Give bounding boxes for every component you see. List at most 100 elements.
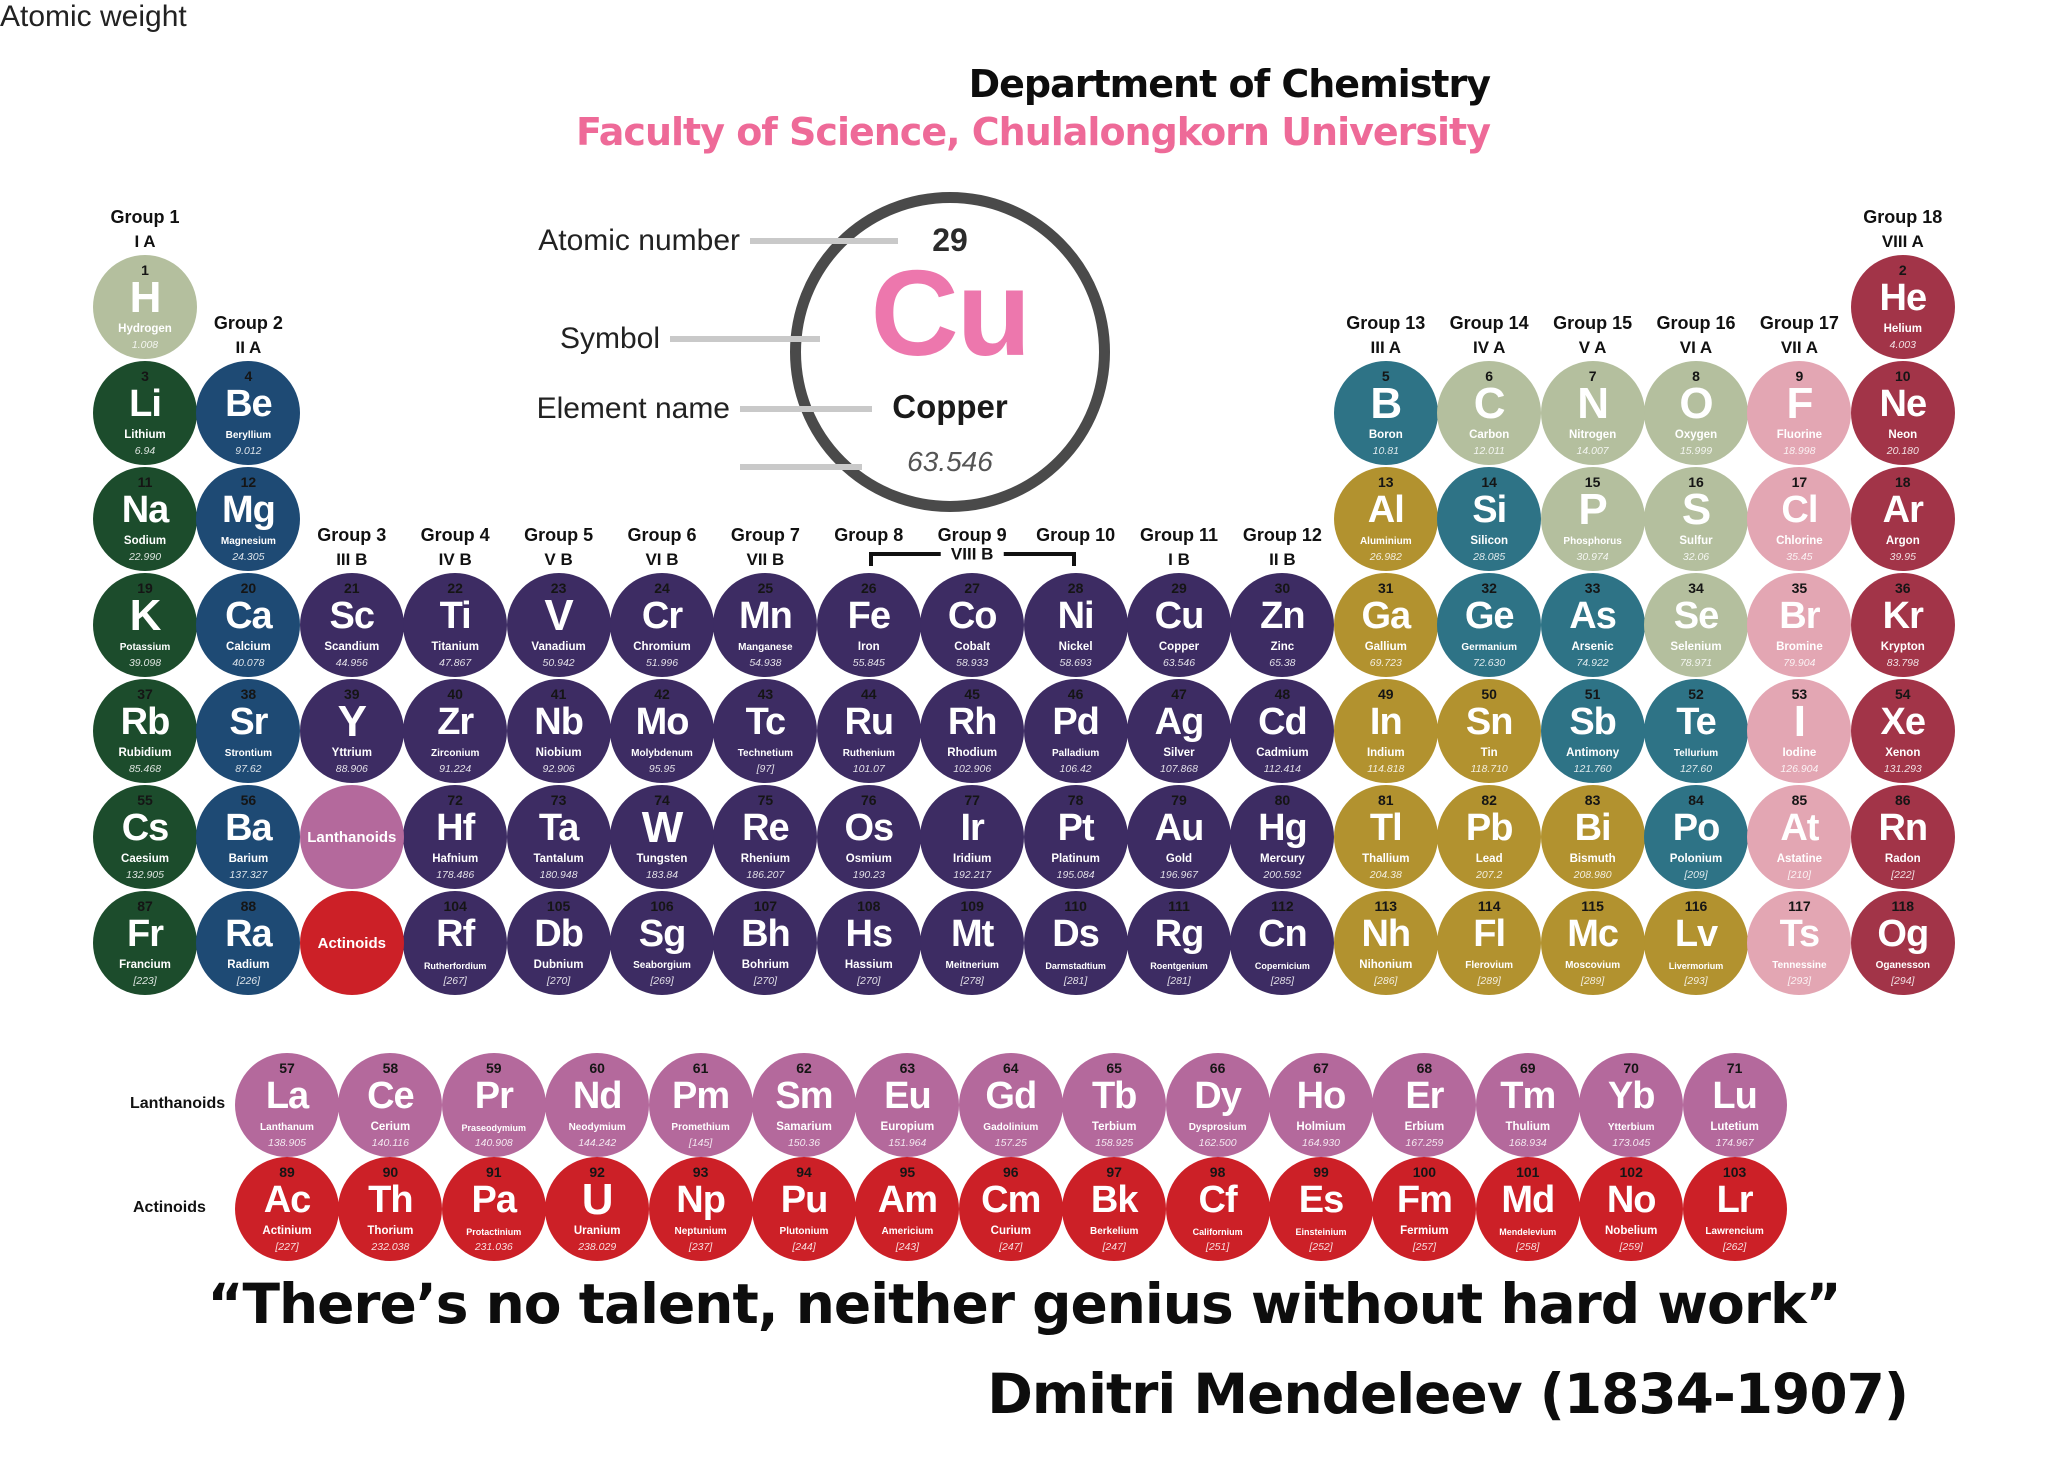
atomic-number: 22 [447, 580, 463, 596]
element-ra: 88 Ra Radium [226] [196, 891, 301, 995]
element-name: Xenon [1885, 747, 1921, 759]
element-symbol: As [1569, 595, 1617, 637]
element-mc: 115 Mc Moscovium [289] [1540, 891, 1645, 995]
element-symbol: Lr [1716, 1179, 1754, 1221]
atomic-number: 73 [550, 792, 567, 808]
atomic-number: 1 [141, 262, 149, 278]
element-name: Lithium [124, 429, 166, 441]
atomic-weight: [237] [688, 1241, 713, 1253]
element-pr: 59 Pr Praseodymium 140.908 [441, 1053, 546, 1157]
element-np: 93 Np Neptunium [237] [648, 1157, 753, 1261]
atomic-weight: 28.085 [1473, 551, 1506, 563]
element-name: Fluorine [1776, 429, 1823, 441]
atomic-number: 110 [1064, 898, 1087, 914]
legend-atomic-number-value: 29 [932, 222, 968, 258]
element-name: Promethium [671, 1122, 730, 1133]
legend-atomic-weight-value: 63.546 [907, 446, 993, 477]
atomic-number: 51 [1584, 686, 1601, 702]
element-pd: 46 Pd Palladium 106.42 [1023, 679, 1128, 783]
element-zr: 40 Zr Zirconium 91.224 [403, 679, 508, 783]
element-symbol: Rb [120, 701, 171, 743]
atomic-number: 100 [1412, 1164, 1437, 1180]
element-ho: 67 Ho Holmium 164.930 [1269, 1053, 1373, 1157]
element-name: Radon [1884, 853, 1921, 865]
element-pu: 94 Pu Plutonium [244] [752, 1157, 856, 1261]
element-name: Rhodium [947, 747, 998, 759]
element-symbol: Be [225, 383, 273, 425]
atomic-number: 6 [1485, 368, 1494, 384]
element-name: Krypton [1880, 641, 1925, 653]
element-name: Yttrium [331, 747, 372, 759]
element-name: Oganesson [1875, 960, 1931, 971]
element-name: Technetium [737, 748, 794, 759]
element-symbol: Ir [960, 807, 985, 849]
atomic-number: 12 [240, 474, 257, 490]
element-symbol: Fe [847, 595, 891, 637]
element-symbol: H [129, 273, 162, 322]
atomic-number: 46 [1067, 686, 1084, 702]
element-name: Ruthenium [842, 748, 895, 759]
element-symbol: Nd [572, 1075, 623, 1117]
atomic-weight: [251] [1205, 1241, 1230, 1253]
element-symbol: F [1786, 379, 1813, 428]
element-name: Gallium [1364, 641, 1407, 653]
atomic-number: 108 [857, 898, 881, 914]
atomic-number: 92 [589, 1164, 605, 1180]
element-symbol: Ts [1779, 913, 1821, 955]
element-symbol: Yb [1607, 1075, 1656, 1117]
element-al: 13 Al Aluminium 26.982 [1333, 467, 1438, 571]
group-header-2-sub: II A [235, 338, 262, 357]
element-symbol: Tb [1091, 1075, 1137, 1117]
atomic-weight: 1.008 [131, 339, 159, 351]
element-ru: 44 Ru Ruthenium 101.07 [816, 679, 921, 783]
element-ti: 22 Ti Titanium 47.867 [403, 573, 508, 677]
element-sg: 106 Sg Seaborgium [269] [610, 891, 714, 995]
atomic-number: 103 [1722, 1164, 1747, 1180]
element-sm: 62 Sm Samarium 150.36 [752, 1053, 856, 1157]
element-ir: 77 Ir Iridium 192.217 [920, 785, 1025, 889]
atomic-weight: 65.38 [1269, 657, 1296, 669]
element-rb: 37 Rb Rubidium 85.468 [93, 679, 197, 783]
atomic-weight: 20.180 [1886, 445, 1919, 457]
element-eu: 63 Eu Europium 151.964 [855, 1053, 960, 1157]
atomic-number: 47 [1171, 686, 1187, 702]
atomic-weight: 200.592 [1263, 869, 1302, 881]
element-tb: 65 Tb Terbium 158.925 [1062, 1053, 1167, 1157]
element-lr: 103 Lr Lawrencium [262] [1682, 1157, 1787, 1261]
atomic-weight: [244] [792, 1241, 816, 1253]
atomic-weight: 9.012 [235, 445, 262, 457]
group-header-15: Group 15 [1553, 313, 1633, 333]
element-symbol: Sn [1465, 701, 1514, 743]
element-bk: 97 Bk Berkelium [247] [1062, 1157, 1167, 1261]
atomic-weight: 10.81 [1372, 445, 1399, 457]
element-symbol: Ga [1361, 595, 1411, 637]
element-name: Boron [1368, 429, 1403, 441]
element-xe: 54 Xe Xenon 131.293 [1850, 679, 1955, 783]
element-symbol: Fm [1396, 1179, 1453, 1221]
element-nb: 41 Nb Niobium 92.906 [506, 679, 611, 783]
element-name: Americium [881, 1226, 934, 1237]
atomic-weight: [270] [753, 975, 778, 987]
atomic-weight: [247] [999, 1241, 1023, 1253]
element-symbol: Lu [1712, 1075, 1757, 1117]
atomic-weight: 91.224 [439, 763, 472, 775]
element-name: Carbon [1469, 429, 1510, 441]
element-name: Erbium [1404, 1121, 1445, 1133]
element-symbol: Mc [1567, 913, 1619, 955]
atomic-number: 69 [1520, 1060, 1536, 1076]
element-name: Nobelium [1604, 1225, 1658, 1237]
atomic-number: 28 [1067, 580, 1084, 596]
atomic-weight: 24.305 [232, 551, 265, 563]
atomic-number: 62 [796, 1060, 812, 1076]
element-symbol: Pd [1052, 701, 1100, 743]
element-name: Chlorine [1776, 535, 1823, 547]
atomic-weight: [289] [1580, 975, 1605, 987]
element-symbol: Es [1298, 1179, 1344, 1221]
atomic-weight: 162.500 [1198, 1137, 1237, 1149]
element-name: Iridium [953, 853, 992, 865]
element-symbol: Sg [638, 913, 687, 955]
element-ba: 56 Ba Barium 137.327 [196, 785, 301, 889]
element-name: Potassium [119, 642, 171, 653]
element-symbol: Fl [1473, 913, 1506, 955]
element-name: Iron [857, 641, 880, 653]
